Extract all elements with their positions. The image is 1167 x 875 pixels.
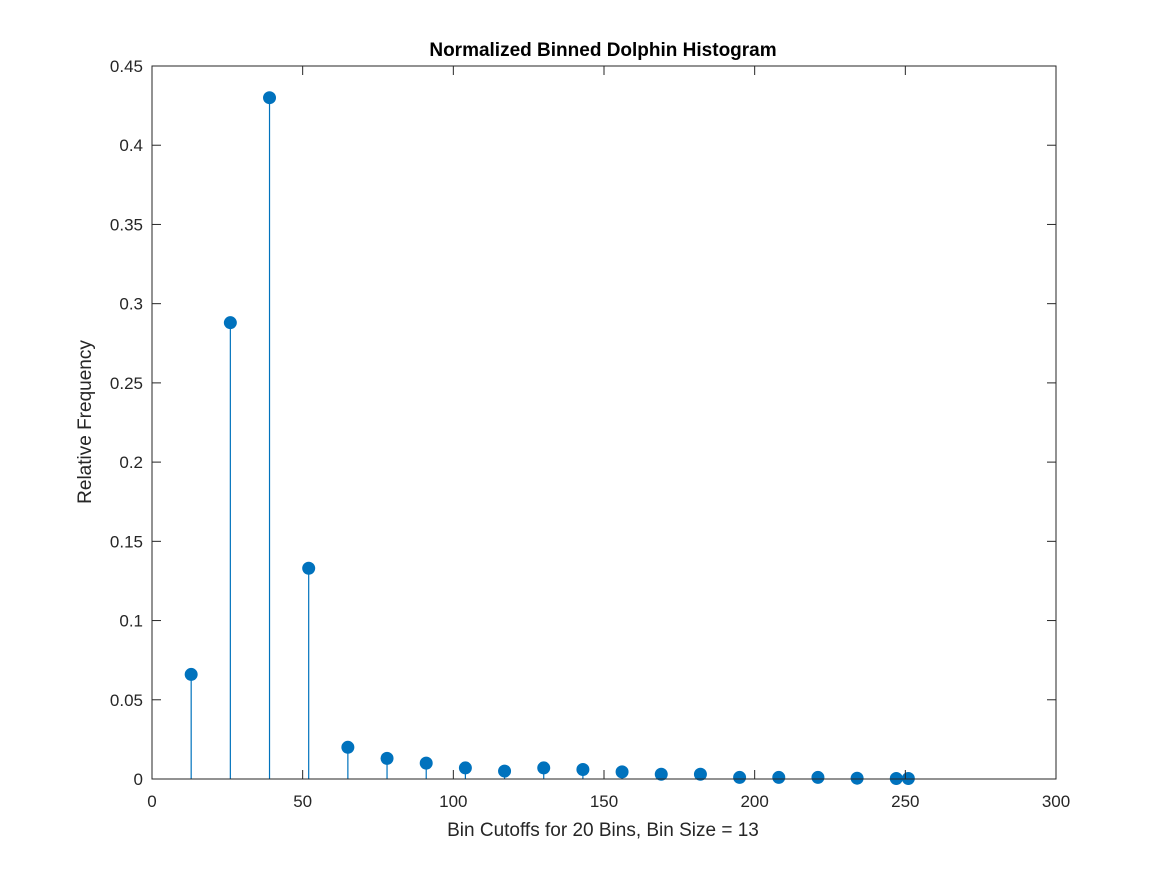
stem-marker [615, 765, 629, 779]
stem-marker [302, 561, 316, 575]
stem-marker [733, 770, 747, 784]
stem-series [184, 91, 915, 786]
x-axis-label: Bin Cutoffs for 20 Bins, Bin Size = 13 [447, 820, 759, 841]
stem-marker [458, 761, 472, 775]
x-tick-label: 100 [439, 792, 467, 811]
x-tick-label: 200 [740, 792, 768, 811]
x-tick-label: 150 [590, 792, 618, 811]
stem-marker [693, 767, 707, 781]
stem-marker [537, 761, 551, 775]
stem-marker [184, 667, 198, 681]
y-tick-label: 0.3 [119, 295, 143, 314]
stem-marker [811, 770, 825, 784]
stem-marker [850, 771, 864, 785]
stem-marker [419, 756, 433, 770]
stem-marker [223, 316, 237, 330]
stem-marker [772, 770, 786, 784]
y-tick-label: 0.35 [110, 215, 143, 234]
y-tick-label: 0.1 [119, 612, 143, 631]
y-tick-label: 0.45 [110, 57, 143, 76]
stem-marker [341, 740, 355, 754]
y-tick-label: 0 [134, 770, 143, 789]
x-tick-label: 0 [147, 792, 156, 811]
stem-marker [654, 767, 668, 781]
y-tick-label: 0.05 [110, 691, 143, 710]
x-tick-label: 50 [293, 792, 312, 811]
axes: 0 50 100 150 200 250 300 0 0.05 0.1 0.15 0.2 0.25 0.3… [110, 57, 1070, 811]
x-tick-label: 300 [1042, 792, 1070, 811]
y-tick-label: 0.25 [110, 374, 143, 393]
chart-title: Normalized Binned Dolphin Histogram [429, 40, 776, 61]
stem-marker [498, 764, 512, 778]
stem-marker [263, 91, 277, 105]
stem-marker [576, 762, 590, 776]
y-tick-label: 0.15 [110, 532, 143, 551]
y-axis-label: Relative Frequency [75, 340, 96, 504]
y-tick-label: 0.2 [119, 453, 143, 472]
y-tick-label: 0.4 [119, 136, 143, 155]
stem-marker [380, 751, 394, 765]
x-tick-label: 250 [891, 792, 919, 811]
